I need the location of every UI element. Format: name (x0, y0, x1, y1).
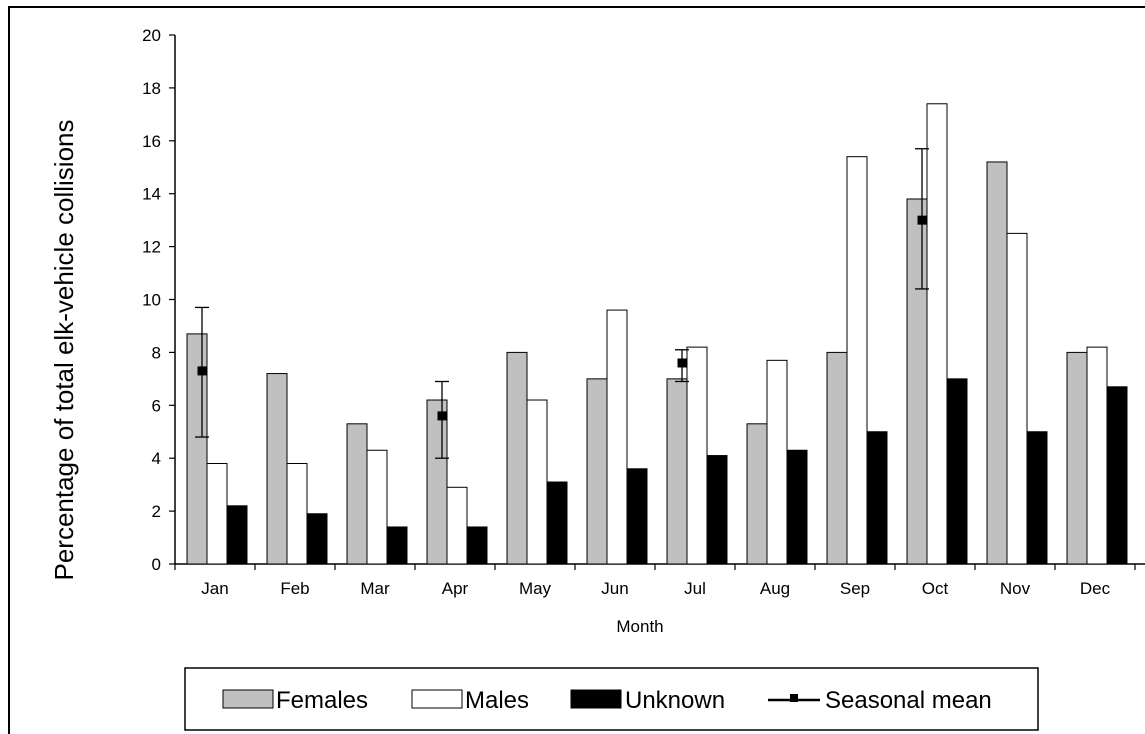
bar-males (366, 449, 388, 565)
bar-males (1006, 232, 1028, 565)
legend-swatch-unknown (570, 689, 622, 709)
bar-females (426, 399, 448, 565)
bar-females (506, 351, 528, 565)
bar-unknown (546, 481, 568, 565)
bar-unknown (1026, 431, 1048, 565)
bar-unknown (306, 513, 328, 565)
x-tick-label: Aug (760, 579, 790, 598)
x-tick-label: Jul (684, 579, 706, 598)
x-tick-label: Sep (840, 579, 870, 598)
bar-females (346, 423, 368, 565)
bar-unknown (626, 468, 648, 565)
bar-unknown (866, 431, 888, 565)
x-tick-label: Oct (922, 579, 949, 598)
x-tick-label: Jun (601, 579, 628, 598)
legend-swatch-males (411, 689, 463, 709)
legend-label-males: Males (465, 687, 529, 714)
y-tick-label: 0 (152, 555, 161, 574)
bar-males (446, 486, 468, 565)
y-tick-label: 8 (152, 343, 161, 362)
x-tick-label: Apr (442, 579, 469, 598)
bar-unknown (466, 526, 488, 565)
bar-males (526, 399, 548, 565)
y-tick-label: 2 (152, 502, 161, 521)
bar-unknown (706, 455, 728, 565)
bar-males (686, 346, 708, 565)
seasonal-mean-point (677, 358, 687, 368)
bar-unknown (946, 378, 968, 565)
y-tick-label: 16 (142, 132, 161, 151)
legend-swatch-seasonal-mean-marker (790, 694, 798, 702)
bar-females (746, 423, 768, 565)
bar-females (826, 351, 848, 565)
y-tick-label: 20 (142, 26, 161, 45)
bar-males (766, 359, 788, 565)
x-tick-label: Mar (360, 579, 390, 598)
bar-males (286, 462, 308, 565)
bar-males (206, 462, 228, 565)
seasonal-mean-point (917, 215, 927, 225)
x-tick-label: Feb (280, 579, 309, 598)
y-axis-label: Percentage of total elk-vehicle collisio… (49, 119, 79, 580)
bar-unknown (786, 449, 808, 565)
x-tick-label: Nov (1000, 579, 1031, 598)
bar-unknown (226, 505, 248, 565)
bar-unknown (386, 526, 408, 565)
x-axis-label: Month (616, 617, 663, 636)
bar-females (266, 373, 288, 565)
y-tick-label: 4 (152, 449, 161, 468)
x-tick-label: Dec (1080, 579, 1111, 598)
legend-label-females: Females (276, 687, 368, 714)
x-tick-label: May (519, 579, 552, 598)
bar-females (666, 378, 688, 565)
y-tick-label: 6 (152, 396, 161, 415)
y-tick-label: 12 (142, 238, 161, 257)
bar-females (586, 378, 608, 565)
seasonal-mean-point (437, 411, 447, 421)
chart-frame (8, 6, 1145, 734)
x-tick-label: Jan (201, 579, 228, 598)
legend-label-unknown: Unknown (625, 687, 725, 714)
plot-area: 0 2 4 6 8 10 12 14 16 18 20 Jan Feb Mar Apr May Jun Jul Au… (142, 26, 1145, 598)
bar-females (986, 161, 1008, 565)
seasonal-mean-point (197, 366, 207, 376)
bar-males (1086, 346, 1108, 565)
legend: Females Males Unknown Seasonal mean (184, 667, 1039, 731)
legend-swatch-females (222, 689, 274, 709)
y-tick-label: 14 (142, 185, 161, 204)
y-tick-label: 10 (142, 291, 161, 310)
bar-females (1066, 351, 1088, 565)
bar-females (906, 198, 928, 565)
legend-label-seasonal-mean: Seasonal mean (825, 687, 992, 714)
bar-males (846, 156, 868, 565)
bar-unknown (1106, 386, 1128, 565)
bar-males (926, 103, 948, 565)
bar-males (606, 309, 628, 565)
y-tick-label: 18 (142, 79, 161, 98)
